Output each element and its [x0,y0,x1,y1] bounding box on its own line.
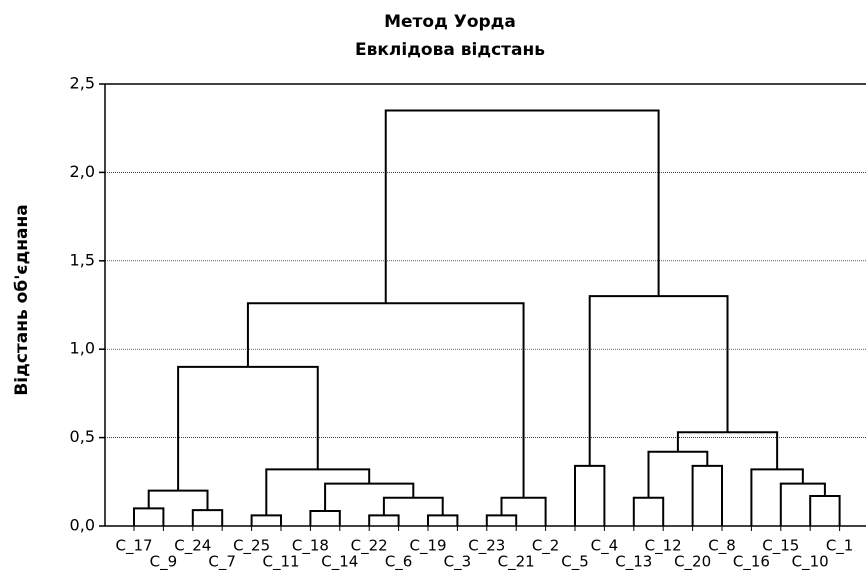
chart-subtitle: Евклідова відстань [355,40,545,60]
y-tick-label: 2,0 [70,162,95,181]
y-tick-label: 2,5 [70,74,95,93]
merge-link [265,468,371,516]
y-tick-label: 0,5 [70,427,95,446]
leaf-label: C_14 [321,553,358,572]
leaf-label: C_4 [591,537,619,556]
merge-link [485,514,518,526]
y-tick-label: 0,0 [70,516,95,535]
leaf-label: C_3 [444,553,472,572]
leaf-label: C_8 [708,537,736,556]
leaf-label: C_17 [115,537,152,556]
merge-link [191,509,224,526]
merge-link [500,496,547,526]
leaf-label: C_20 [674,553,711,572]
leaf-label: C_23 [468,537,505,556]
leaf-label: C_24 [174,537,211,556]
leaf-label: C_11 [262,553,299,572]
leaf-label: C_16 [733,553,770,572]
leaf-label: C_22 [351,537,388,556]
leaf-label: C_19 [409,537,446,556]
leaf-label: C_7 [208,553,236,572]
leaf-label: C_13 [615,553,652,572]
merge-link [750,468,804,526]
leaf-label: C_15 [762,537,799,556]
merge-link [382,496,444,516]
merge-link [779,482,826,526]
leaf-label: C_12 [645,537,682,556]
leaf-label: C_9 [150,553,178,572]
merge-link [647,450,709,498]
merge-link [309,509,341,526]
leaf-label: C_25 [233,537,270,556]
leaf-label: C_2 [532,537,560,556]
merge-link [250,514,282,526]
merge-link [574,464,606,526]
merge-link [384,109,660,304]
leaf-label: C_18 [292,537,329,556]
leaf-label: C_6 [385,553,413,572]
leaf-label: C_10 [792,553,829,572]
leaf-label: C_21 [498,553,535,572]
merge-link [588,295,729,466]
chart-title: Метод Уорда [384,12,516,32]
merge-link [177,365,319,491]
leaf-label: C_5 [561,553,589,572]
merge-link [632,496,665,526]
y-tick-label: 1,0 [70,339,95,358]
y-axis-label: Відстань об'єднана [12,204,32,395]
merge-link [691,464,723,526]
merge-link [147,489,209,511]
merge-link [427,514,459,526]
leaf-label: C_1 [826,537,854,556]
merge-link [368,514,400,526]
merge-link [133,507,165,526]
y-tick-label: 1,5 [70,250,95,269]
merge-link [809,494,841,526]
